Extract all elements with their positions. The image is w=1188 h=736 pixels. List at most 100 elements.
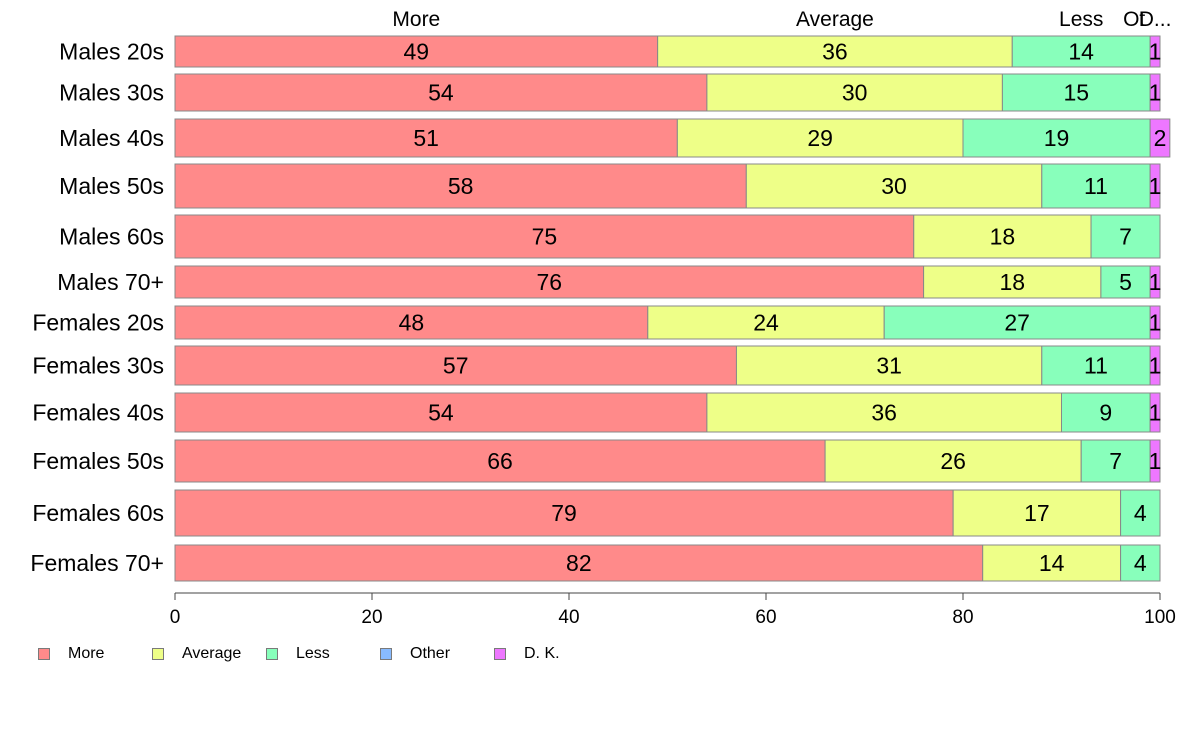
x-tick-label: 100 [1144,607,1176,628]
data-label: 36 [822,39,848,65]
bar-segment-d-k [1149,163,1161,209]
row-label: Females 40s [32,400,164,426]
data-label: 7 [1109,448,1122,474]
data-label: 31 [876,353,902,379]
top-label-average: Average [796,8,874,31]
legend-label: More [68,645,105,662]
bar-segment-more [174,345,737,386]
bar-segment-more [174,265,925,299]
bar-segment-average [952,489,1122,537]
data-label: 19 [1044,125,1070,151]
data-label: 1 [1149,39,1162,65]
legend-swatch [266,648,278,660]
data-label: 75 [532,224,558,250]
bar-segment-d-k [1149,35,1161,68]
row-label: Males 70+ [57,269,164,295]
bar-segment-average [745,163,1043,209]
bar-segment-more [174,489,954,537]
row-label: Females 60s [32,500,164,526]
data-label: 1 [1149,173,1162,199]
data-label: 82 [566,550,592,576]
data-label: 5 [1119,269,1132,295]
top-label-less: Less [1059,8,1103,31]
bar-segment-average [982,544,1122,582]
x-tick-label: 40 [558,607,579,628]
bar-segment-less [1090,214,1161,259]
bar-segment-less [1120,489,1161,537]
top-label-d-k: D... [1139,8,1172,31]
bar-segment-more [174,305,649,340]
legend-swatch [152,648,164,660]
bar-segment-average [647,305,885,340]
data-label: 51 [413,125,439,151]
data-label: 2 [1154,125,1167,151]
data-label: 49 [404,39,430,65]
legend-item-other: Other [380,645,494,663]
row-label: Males 40s [59,125,164,151]
bar-segment-less [1041,163,1151,209]
bar-segment-average [657,35,1013,68]
data-label: 66 [487,448,513,474]
data-label: 36 [871,400,897,426]
row-label: Males 30s [59,80,164,106]
data-label: 11 [1084,353,1108,379]
bar-segment-d-k [1149,305,1161,340]
row-label: Females 50s [32,448,164,474]
data-label: 14 [1039,550,1065,576]
bar-segment-average [824,439,1082,483]
data-label: 1 [1149,353,1162,379]
data-label: 15 [1063,80,1089,106]
x-tick-label: 80 [952,607,973,628]
row-label: Males 60s [59,224,164,250]
row-label: Males 20s [59,39,164,65]
data-label: 76 [537,269,563,295]
legend-swatch [380,648,392,660]
data-label: 1 [1149,310,1162,336]
bar-segment-d-k [1149,118,1171,158]
legend-swatch [494,648,506,660]
bar-segment-d-k [1149,439,1161,483]
data-label: 58 [448,173,474,199]
bar-segment-less [1061,392,1151,433]
data-label: 4 [1134,550,1147,576]
data-label: 30 [881,173,907,199]
bar-segment-average [913,214,1092,259]
legend-label: Other [410,645,451,662]
row-label: Males 50s [59,173,164,199]
bar-segment-less [1041,345,1151,386]
data-label: 79 [551,500,577,526]
row-label: Females 30s [32,353,164,379]
legend-swatch [38,648,50,660]
bar-segment-more [174,392,708,433]
bar-segment-more [174,214,915,259]
data-label: 24 [753,310,779,336]
data-label: 18 [999,269,1025,295]
chart-legend: More Average Less Other D. K. [38,645,574,663]
bar-segment-less [962,118,1151,158]
data-label: 54 [428,400,454,426]
bar-segment-less [883,305,1151,340]
bar-segment-d-k [1149,392,1161,433]
x-tick-label: 60 [755,607,776,628]
legend-item-more: More [38,645,152,663]
data-label: 30 [842,80,868,106]
x-tick-label: 20 [361,607,382,628]
legend-label: D. K. [524,645,560,662]
bar-segment-average [706,392,1063,433]
top-label-other: Ot [1123,8,1145,31]
bar-segment-less [1120,544,1161,582]
row-label: Females 70+ [30,550,164,576]
bar-segment-more [174,439,826,483]
row-label: Females 20s [32,310,164,336]
bar-segment-d-k [1149,73,1161,112]
data-label: 11 [1084,173,1108,199]
bar-segment-average [706,73,1003,112]
data-label: 18 [990,224,1016,250]
bar-segment-less [1100,265,1151,299]
data-label: 54 [428,80,454,106]
bar-segment-more [174,73,708,112]
data-label: 4 [1134,500,1147,526]
bar-segment-less [1080,439,1151,483]
data-label: 26 [940,448,966,474]
bar-segment-d-k [1149,345,1161,386]
